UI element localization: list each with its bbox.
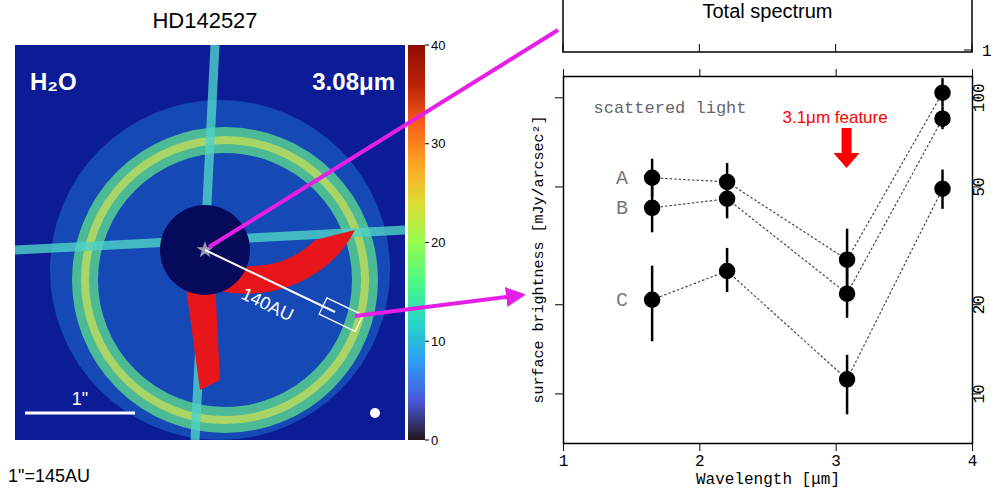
svg-text:B: B	[616, 197, 628, 220]
svg-text:Wavelength [μm]: Wavelength [μm]	[696, 471, 840, 489]
svg-text:1: 1	[559, 453, 569, 471]
svg-text:20: 20	[971, 295, 989, 314]
svg-text:1": 1"	[72, 389, 88, 409]
svg-text:50: 50	[971, 177, 989, 196]
svg-text:30: 30	[431, 136, 445, 151]
svg-text:3.08μm: 3.08μm	[312, 68, 395, 95]
svg-text:H₂O: H₂O	[30, 68, 77, 95]
svg-text:scattered light: scattered light	[594, 99, 747, 118]
svg-text:1"=145AU: 1"=145AU	[8, 466, 90, 486]
svg-text:100: 100	[971, 83, 989, 112]
svg-text:10: 10	[431, 334, 445, 349]
svg-text:0: 0	[431, 433, 438, 448]
svg-text:140AU: 140AU	[238, 284, 296, 326]
svg-text:1: 1	[982, 43, 992, 61]
svg-text:4: 4	[968, 453, 978, 471]
svg-text:3.1μm feature: 3.1μm feature	[782, 108, 887, 127]
svg-text:A: A	[616, 167, 628, 190]
svg-text:HD142527: HD142527	[152, 8, 257, 33]
svg-text:C: C	[616, 289, 628, 312]
svg-text:surface brightness [mJy/arcsec: surface brightness [mJy/arcsec²]	[531, 115, 548, 403]
svg-text:40: 40	[431, 38, 445, 53]
svg-text:Total spectrum: Total spectrum	[702, 0, 832, 22]
svg-text:2: 2	[695, 453, 705, 471]
svg-text:20: 20	[431, 235, 445, 250]
svg-text:3: 3	[831, 453, 841, 471]
svg-text:10: 10	[971, 384, 989, 403]
